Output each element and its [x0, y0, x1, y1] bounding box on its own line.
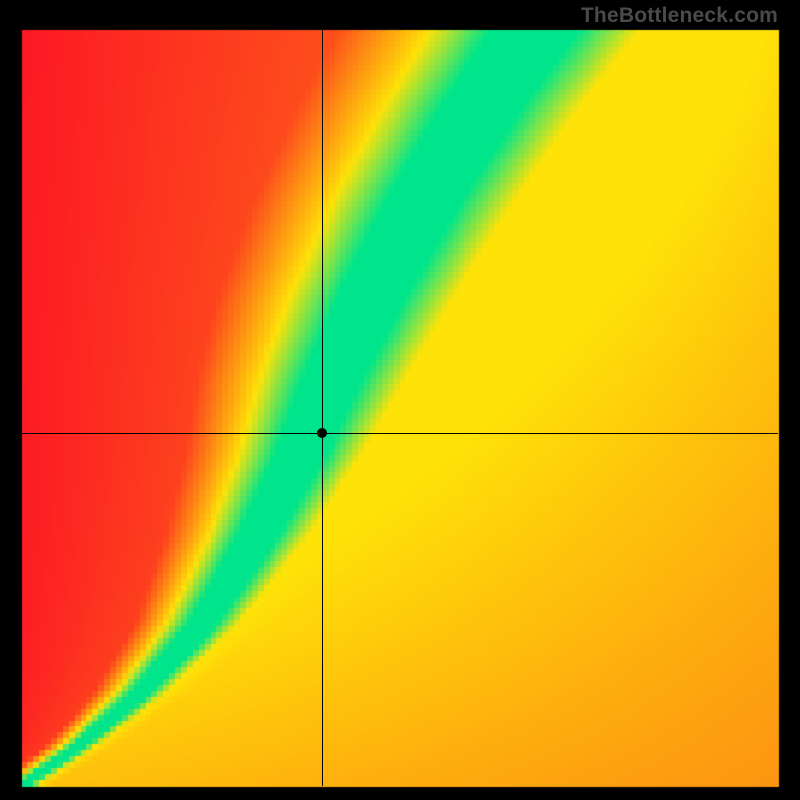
- watermark-text: TheBottleneck.com: [581, 4, 778, 28]
- bottleneck-heatmap: [0, 0, 800, 800]
- crosshair-horizontal: [22, 433, 778, 434]
- chart-container: TheBottleneck.com: [0, 0, 800, 800]
- crosshair-marker: [317, 428, 327, 438]
- crosshair-vertical: [322, 30, 323, 786]
